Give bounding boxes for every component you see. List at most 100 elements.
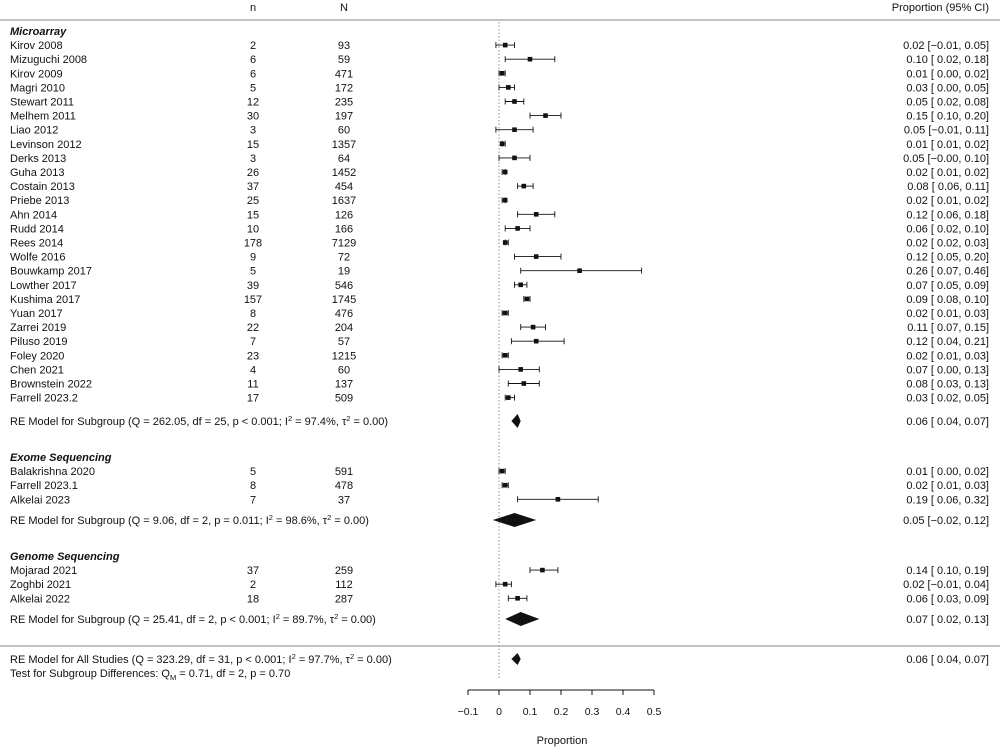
ci-value: 0.05 [−0.01, 0.11] — [904, 125, 989, 137]
N-value: 172 — [335, 82, 353, 94]
N-value: 197 — [335, 111, 353, 123]
n-value: 15 — [247, 209, 259, 221]
ci-value: 0.02 [ 0.02, 0.03] — [906, 238, 989, 250]
n-value: 39 — [247, 280, 259, 292]
n-value: 37 — [247, 181, 259, 193]
ci-value: 0.05 [−0.00, 0.10] — [903, 153, 989, 165]
study-label: Alkelai 2022 — [10, 593, 70, 605]
N-value: 112 — [335, 579, 353, 591]
subgroup-test-label: Test for Subgroup Differences: QM = 0.71… — [10, 668, 290, 682]
ci-value: 0.02 [ 0.01, 0.03] — [906, 308, 989, 320]
ci-value: 0.02 [ 0.01, 0.02] — [906, 167, 989, 179]
study-label: Brownstein 2022 — [10, 379, 92, 391]
group-label: Genome Sequencing — [10, 551, 120, 563]
N-value: 509 — [335, 393, 353, 405]
study-label: Kushima 2017 — [10, 294, 80, 306]
N-value: 37 — [338, 494, 350, 506]
n-value: 5 — [250, 466, 256, 478]
study-label: Costain 2013 — [10, 181, 75, 193]
ci-value: 0.11 [ 0.07, 0.15] — [907, 322, 989, 334]
study-label: Magri 2010 — [10, 82, 65, 94]
study-label: Balakrishna 2020 — [10, 466, 95, 478]
point-estimate — [533, 254, 539, 259]
point-estimate — [518, 282, 523, 288]
n-value: 15 — [247, 139, 259, 151]
point-estimate — [502, 42, 508, 48]
study-label: Derks 2013 — [10, 153, 66, 165]
subgroup-summary-ci: 0.05 [−0.02, 0.12] — [903, 515, 989, 527]
point-estimate — [515, 596, 520, 601]
subgroup-summary-label: RE Model for Subgroup (Q = 25.41, df = 2… — [10, 612, 376, 626]
subgroup-summary-label: RE Model for Subgroup (Q = 9.06, df = 2,… — [10, 513, 369, 527]
n-value: 9 — [250, 252, 256, 264]
point-estimate — [540, 567, 545, 573]
n-value: 5 — [250, 82, 256, 94]
ci-value: 0.02 [ 0.01, 0.03] — [906, 480, 989, 492]
point-estimate — [499, 468, 505, 474]
point-estimate — [530, 324, 536, 330]
ci-value: 0.02 [−0.01, 0.04] — [903, 579, 989, 591]
n-value: 6 — [250, 54, 256, 66]
ci-value: 0.02 [ 0.01, 0.02] — [906, 195, 989, 207]
n-value: 26 — [247, 167, 259, 179]
overall-summary-label: RE Model for All Studies (Q = 323.29, df… — [10, 652, 392, 666]
N-value: 7129 — [332, 238, 356, 250]
ci-value: 0.06 [ 0.02, 0.10] — [906, 223, 989, 235]
point-estimate — [577, 268, 582, 273]
N-value: 137 — [335, 379, 353, 391]
n-value: 5 — [250, 266, 256, 278]
N-value: 57 — [338, 336, 350, 348]
ci-value: 0.03 [ 0.00, 0.05] — [906, 82, 989, 94]
point-estimate — [506, 395, 511, 400]
ci-value: 0.07 [ 0.00, 0.13] — [906, 364, 989, 376]
x-axis-label: Proportion — [537, 735, 588, 747]
point-estimate — [502, 482, 508, 488]
n-value: 178 — [244, 238, 262, 250]
N-value: 204 — [335, 322, 353, 334]
N-value: 471 — [335, 68, 353, 80]
study-label: Zoghbi 2021 — [10, 579, 71, 591]
study-label: Chen 2021 — [10, 364, 64, 376]
study-label: Wolfe 2016 — [10, 252, 65, 264]
study-label: Farrell 2023.1 — [10, 480, 78, 492]
subgroup-summary-ci: 0.07 [ 0.02, 0.13] — [906, 614, 989, 626]
header-N: N — [340, 2, 348, 14]
point-estimate — [499, 141, 505, 147]
point-estimate — [527, 56, 533, 62]
subgroup-diamond — [511, 414, 521, 428]
point-estimate — [502, 169, 508, 175]
point-estimate — [502, 197, 508, 203]
study-label: Zarrei 2019 — [10, 322, 66, 334]
point-estimate — [502, 581, 508, 587]
n-value: 12 — [247, 97, 259, 109]
n-value: 23 — [247, 350, 259, 362]
point-estimate — [543, 113, 548, 118]
n-value: 30 — [247, 111, 259, 123]
ci-value: 0.08 [ 0.03, 0.13] — [906, 379, 989, 391]
ci-value: 0.01 [ 0.00, 0.02] — [906, 466, 989, 478]
n-value: 8 — [250, 308, 256, 320]
point-estimate — [512, 127, 517, 132]
ci-value: 0.05 [ 0.02, 0.08] — [906, 97, 989, 109]
N-value: 60 — [338, 364, 350, 376]
N-value: 93 — [338, 40, 350, 52]
subgroup-diamond — [505, 612, 540, 626]
point-estimate — [555, 497, 561, 502]
x-tick-label: 0 — [496, 706, 502, 718]
point-estimate — [502, 353, 508, 358]
ci-value: 0.01 [ 0.00, 0.02] — [906, 68, 989, 80]
n-value: 2 — [250, 40, 256, 52]
ci-value: 0.02 [−0.01, 0.05] — [903, 40, 989, 52]
study-label: Foley 2020 — [10, 350, 64, 362]
point-estimate — [521, 183, 527, 189]
x-tick-label: 0.3 — [585, 706, 600, 718]
N-value: 1452 — [332, 167, 356, 179]
N-value: 166 — [335, 223, 353, 235]
n-value: 157 — [244, 294, 262, 306]
ci-value: 0.19 [ 0.06, 0.32] — [906, 494, 989, 506]
n-value: 25 — [247, 195, 259, 207]
study-label: Rudd 2014 — [10, 223, 64, 235]
N-value: 126 — [335, 209, 353, 221]
point-estimate — [506, 85, 511, 90]
point-estimate — [533, 338, 539, 344]
